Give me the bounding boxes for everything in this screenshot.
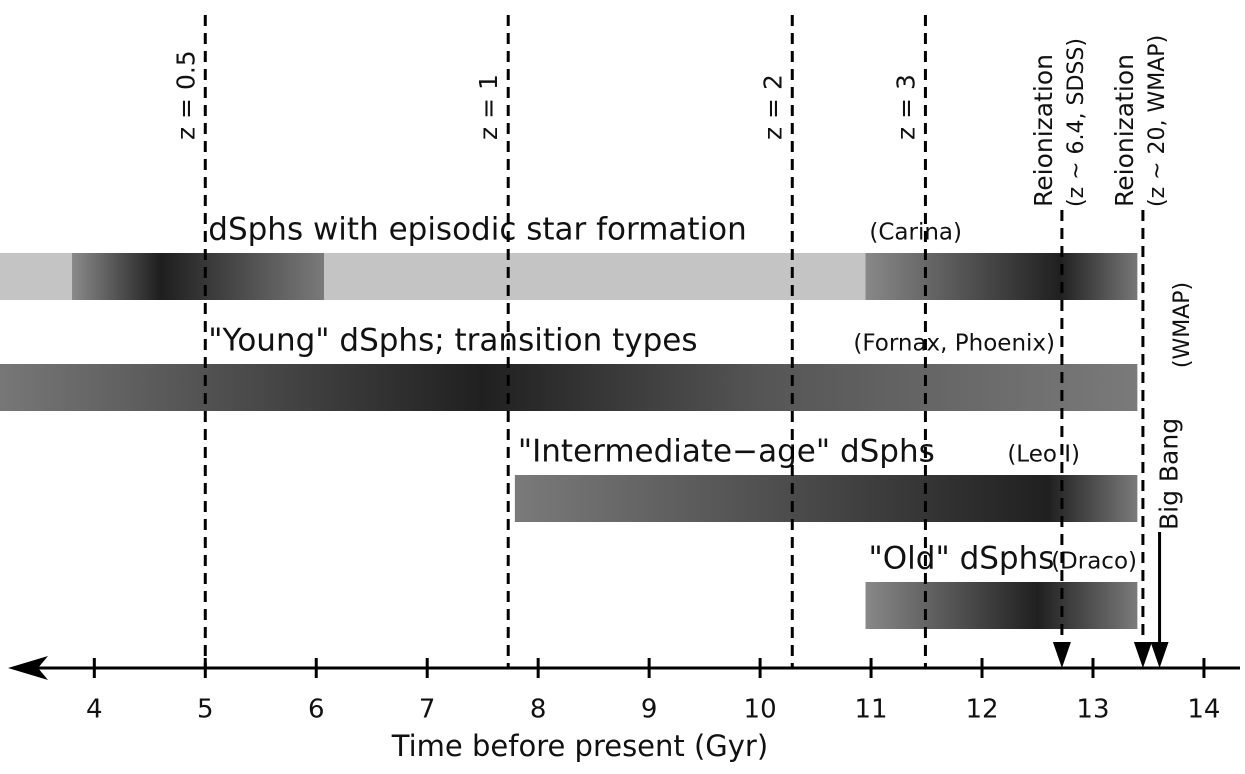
x-axis-label: Time before present (Gyr) [391, 729, 768, 763]
row-note: (Carina) [869, 220, 962, 246]
event-label: Big Bang [1155, 418, 1184, 530]
event-sublabel: (z ~ 20, WMAP) [1145, 35, 1170, 207]
redshift-label: z = 2 [758, 74, 787, 140]
arrowhead [1133, 642, 1152, 668]
redshift-label: z = 1 [474, 74, 503, 140]
redshift-label: z = 0.5 [171, 50, 200, 140]
bar [514, 475, 1138, 522]
x-tick-label: 13 [1076, 695, 1109, 725]
event-label: Reionization [1029, 54, 1058, 207]
x-tick-label: 7 [419, 695, 436, 725]
axis-arrow [8, 656, 48, 680]
arrowhead [1150, 642, 1169, 668]
x-tick-label: 5 [197, 695, 214, 725]
arrowhead [1052, 642, 1071, 668]
row-name: "Intermediate−age" dSphs [518, 434, 935, 470]
x-tick-label: 11 [855, 695, 888, 725]
x-tick-label: 14 [1187, 695, 1220, 725]
bar [0, 253, 1138, 300]
event-label: Reionization [1110, 54, 1139, 207]
event-sublabel: (z ~ 6.4, SDSS) [1064, 38, 1089, 207]
row-note: (Leo I) [1007, 442, 1080, 468]
bar [0, 364, 1138, 411]
x-tick-label: 9 [641, 695, 658, 725]
row-name: dSphs with episodic star formation [208, 212, 747, 248]
x-tick-label: 12 [965, 695, 998, 725]
x-tick-label: 10 [744, 695, 777, 725]
x-tick-label: 6 [308, 695, 325, 725]
redshift-label: z = 3 [891, 74, 920, 140]
row-note: (Fornax, Phoenix) [853, 331, 1055, 357]
row-name: "Young" dSphs; transition types [208, 323, 697, 359]
row-name: "Old" dSphs [869, 541, 1055, 577]
x-tick-label: 4 [86, 695, 103, 725]
side-note: (WMAP) [1170, 282, 1195, 368]
row-note: (Draco) [1051, 549, 1137, 575]
bar [865, 582, 1138, 629]
x-tick-label: 8 [530, 695, 547, 725]
